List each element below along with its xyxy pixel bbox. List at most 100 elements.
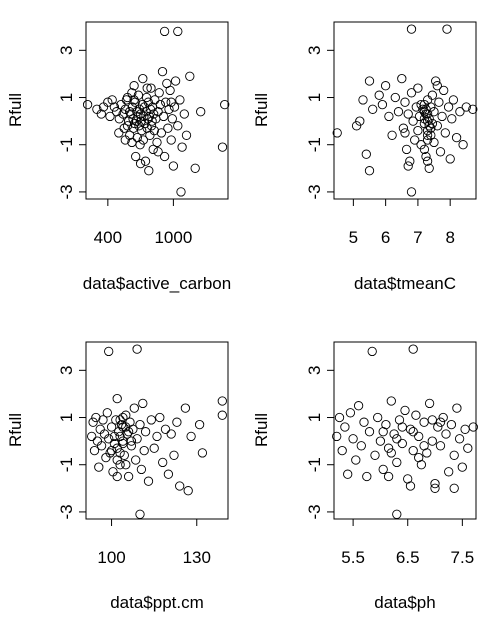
data-point (427, 118, 438, 129)
data-point (106, 445, 117, 456)
data-point (384, 111, 394, 122)
x-axis-label: data$ph (374, 593, 435, 612)
data-point (126, 109, 136, 119)
data-point (104, 434, 114, 444)
x-axis-ticks: 5.5 6.5 7.5 (341, 519, 474, 567)
data-point (419, 99, 430, 110)
data-point (129, 403, 139, 413)
data-point (400, 405, 410, 416)
y-tick-label: 3 (57, 46, 76, 55)
data-point (106, 422, 117, 432)
data-point (433, 422, 443, 432)
data-point (120, 104, 130, 114)
data-point (98, 415, 108, 425)
data-point (116, 419, 127, 430)
data-point (358, 95, 368, 105)
data-point (440, 128, 450, 138)
y-tick-label: 1 (57, 93, 76, 102)
data-point (96, 109, 106, 119)
data-point (416, 99, 426, 110)
x-tick-label: 7.5 (451, 548, 475, 567)
data-point (427, 415, 437, 425)
data-point (397, 73, 407, 84)
data-point (140, 118, 150, 129)
data-point (392, 457, 402, 468)
data-point (345, 408, 356, 418)
data-point (112, 393, 122, 404)
data-point (138, 73, 148, 84)
data-point (458, 140, 468, 150)
y-tick-label: 1 (305, 93, 324, 102)
y-tick-label: -3 (57, 184, 76, 199)
data-point (421, 151, 431, 162)
y-axis-label: Rfull (6, 413, 25, 447)
data-point (119, 123, 129, 133)
data-point (332, 431, 342, 442)
data-point (126, 436, 137, 446)
data-point (356, 441, 366, 451)
data-point (135, 419, 145, 430)
data-point (190, 163, 200, 173)
data-point (392, 434, 402, 444)
data-point (194, 419, 205, 430)
data-point (413, 83, 423, 93)
panel-ph: 5.5 6.5 7.5 -3 -1 1 3 data$ph Rfull (252, 341, 478, 612)
data-point (424, 121, 434, 131)
data-point (355, 116, 365, 126)
data-point (422, 109, 433, 119)
plot-frame (333, 21, 477, 200)
data-point (405, 156, 415, 166)
data-point (129, 81, 139, 91)
data-point (105, 111, 115, 122)
data-point (172, 417, 182, 427)
data-point (105, 448, 115, 458)
data-point (141, 92, 152, 103)
y-tick-label: 1 (57, 413, 76, 422)
data-point (419, 114, 430, 124)
point-group (87, 344, 227, 519)
data-point (377, 99, 388, 110)
data-point (411, 410, 421, 420)
data-point (144, 166, 154, 176)
data-point (142, 123, 152, 133)
data-point (177, 142, 187, 152)
data-point (135, 109, 146, 119)
data-point (185, 71, 195, 81)
data-point (380, 81, 391, 91)
data-point (381, 419, 391, 430)
data-point (408, 445, 418, 456)
data-point (419, 417, 429, 427)
data-point (142, 83, 152, 93)
panel-active-carbon: 400 1000 -3 -1 1 3 data$active_carbon Rfull (6, 21, 231, 293)
data-point (152, 431, 162, 442)
data-point (432, 81, 442, 91)
data-point (196, 107, 206, 117)
y-tick-label: -1 (57, 457, 76, 472)
data-point (422, 156, 433, 166)
x-tick-label: 8 (445, 228, 454, 247)
data-point (163, 469, 174, 479)
data-point (107, 95, 117, 105)
data-point (398, 123, 409, 133)
plot-frame (85, 341, 229, 520)
data-point (157, 66, 168, 77)
data-point (136, 464, 147, 475)
data-point (387, 130, 397, 140)
data-point (408, 427, 418, 437)
data-point (146, 83, 156, 93)
data-point (392, 509, 402, 519)
data-point (175, 95, 185, 105)
data-point (163, 123, 173, 133)
data-point (378, 464, 388, 475)
data-point (104, 346, 114, 357)
data-point (421, 104, 431, 114)
data-point (123, 427, 134, 437)
data-point (145, 130, 155, 140)
data-point (408, 344, 418, 354)
data-point (332, 128, 342, 138)
data-point (447, 114, 457, 124)
data-point (149, 109, 159, 119)
y-axis-ticks: -3 -1 1 3 (305, 366, 334, 519)
data-point (181, 130, 192, 140)
